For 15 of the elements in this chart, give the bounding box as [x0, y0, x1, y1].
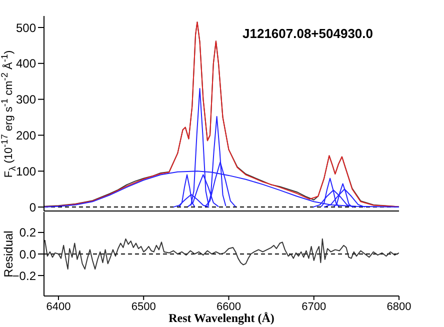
x-tick-label: 6700 — [302, 300, 326, 313]
y-tick-label: 200 — [16, 128, 36, 142]
x-tick-label: 6800 — [386, 300, 412, 313]
annotation: J121607.08+504930.0 — [242, 26, 373, 41]
y-tick-label: 300 — [16, 92, 36, 107]
y-tick-label: 0.2 — [19, 226, 36, 240]
x-tick-label: 6400 — [46, 300, 71, 313]
y-tick-label: 100 — [16, 164, 36, 178]
x-tick-label: 6500 — [131, 300, 156, 313]
y-tick-label: 500 — [16, 20, 36, 35]
y-tick-label: 0.0 — [19, 247, 36, 262]
y-tick-label: 0 — [29, 200, 36, 214]
x-axis-title: Rest Wavelenght (Å) — [168, 311, 276, 325]
y-tick-label: 400 — [16, 56, 36, 71]
x-tick-label: 6600 — [216, 300, 241, 313]
